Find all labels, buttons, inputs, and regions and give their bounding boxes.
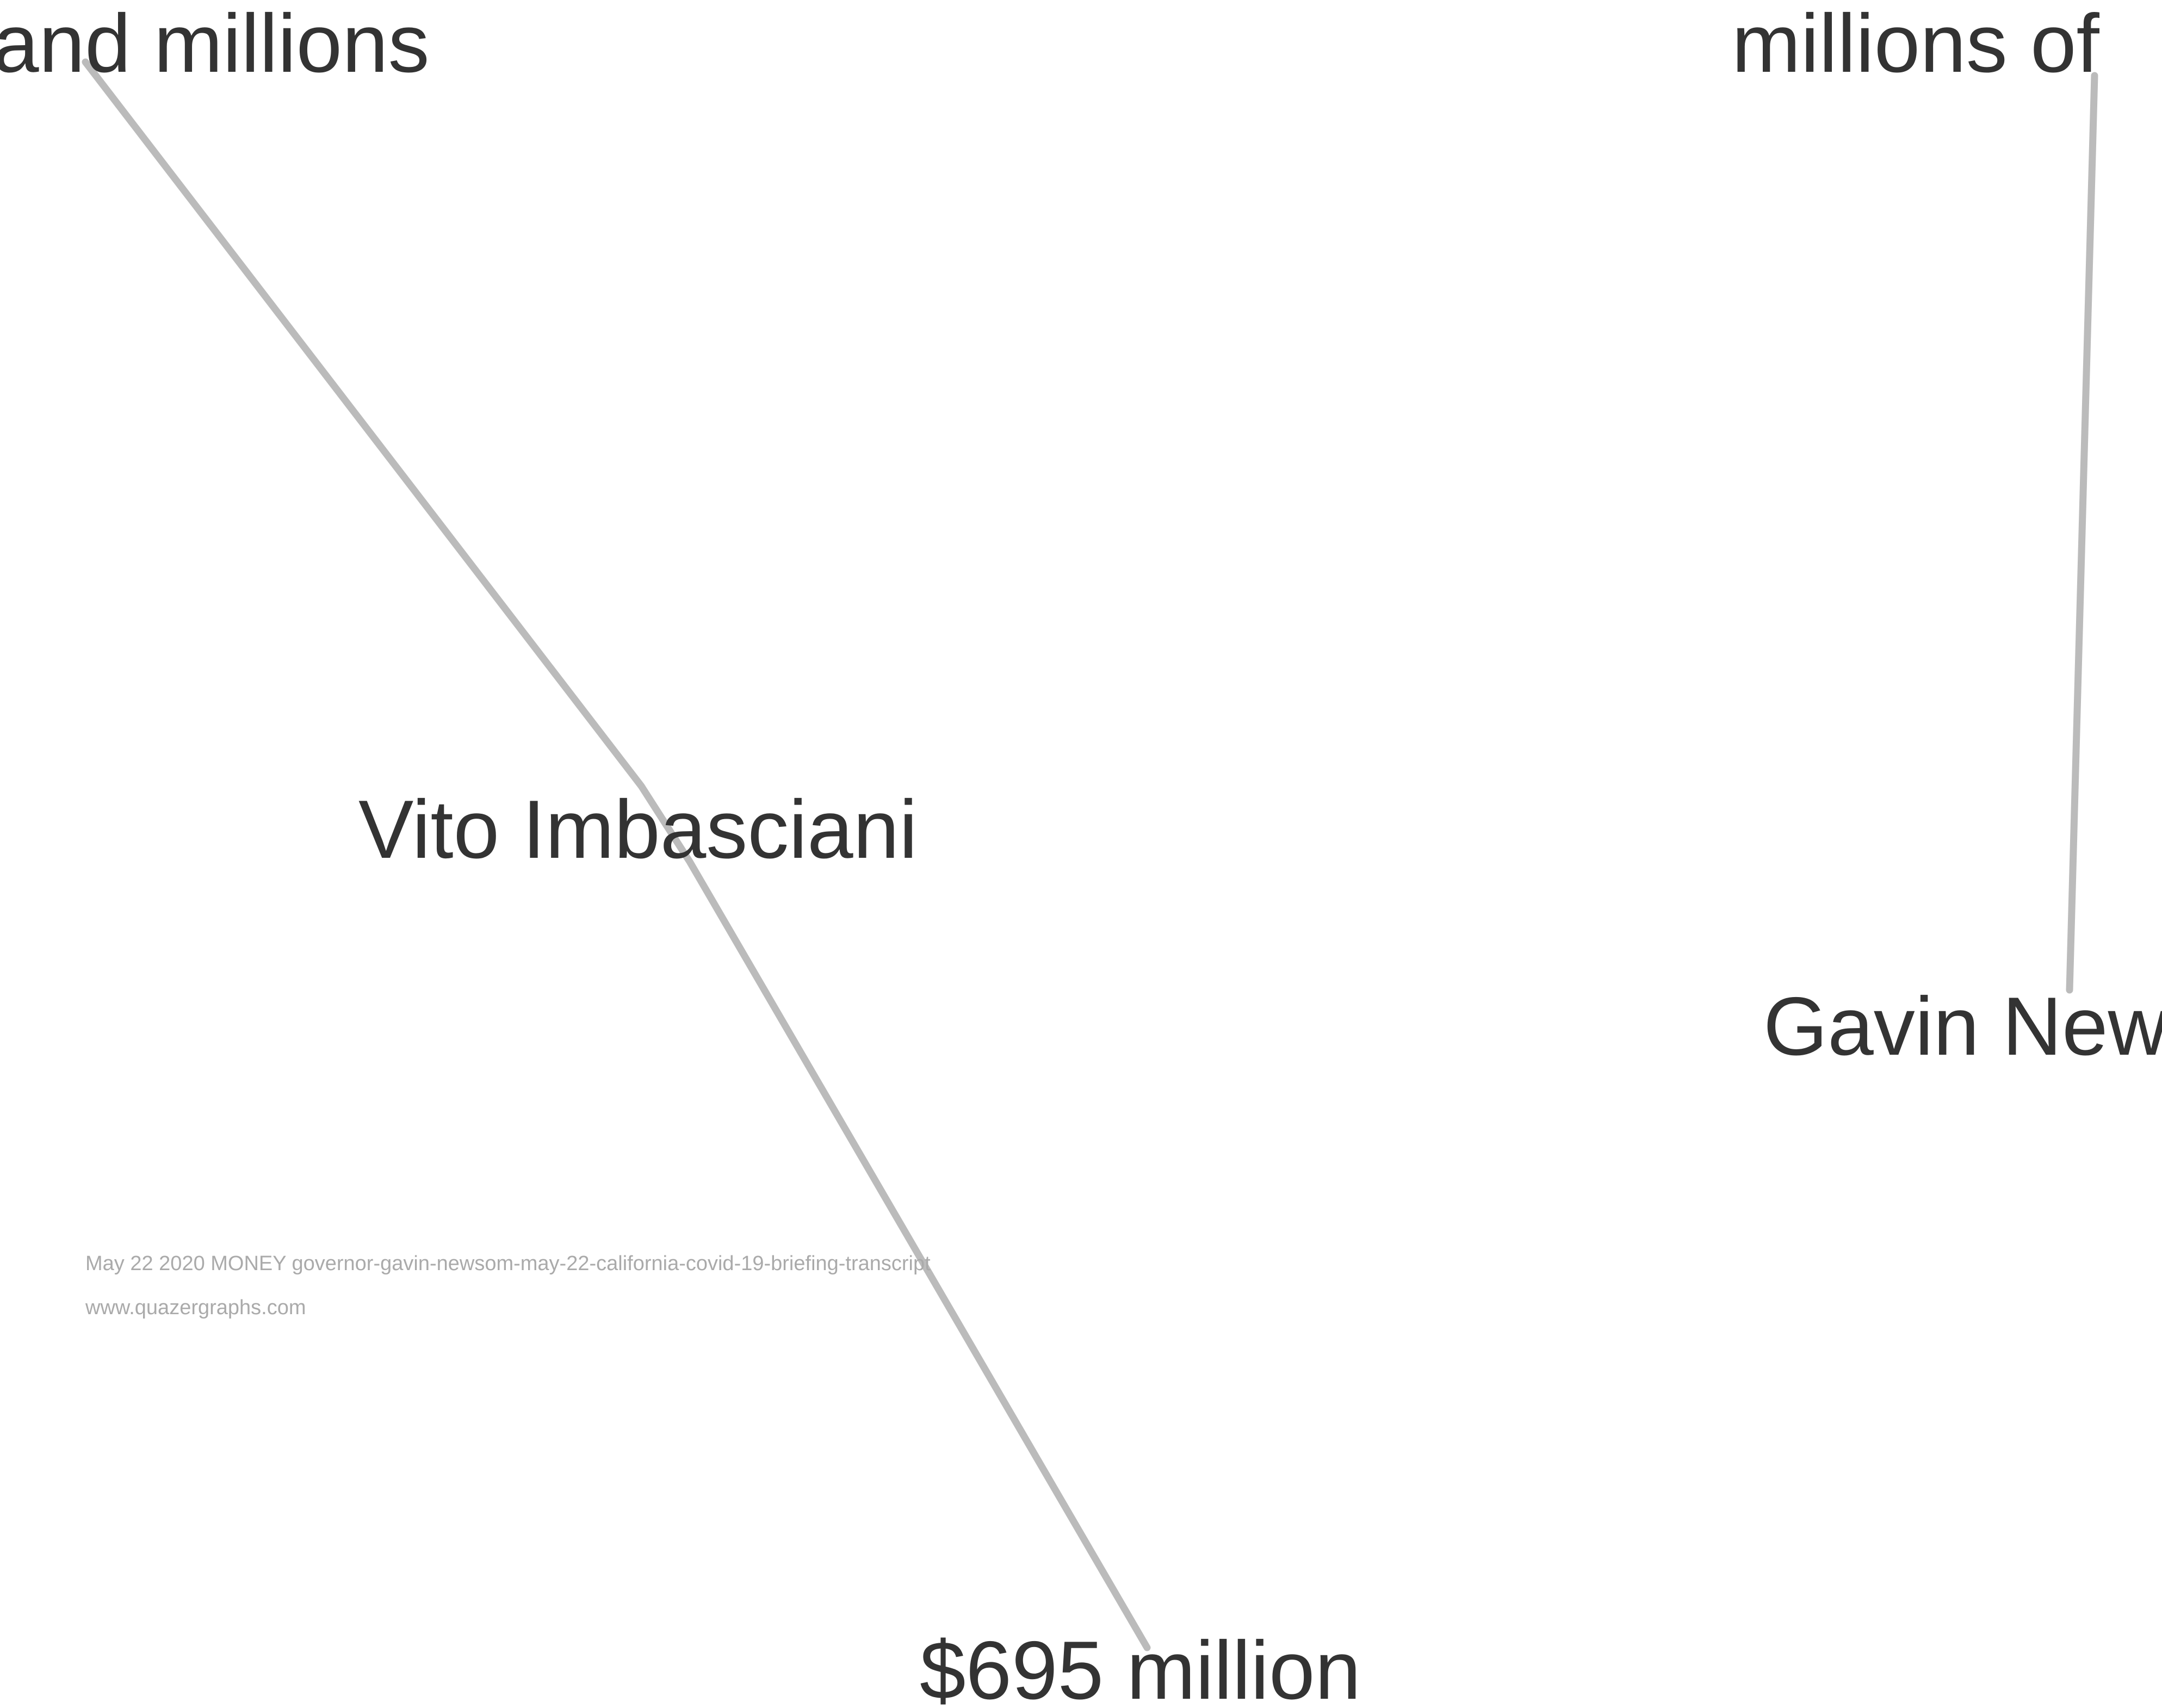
node-label: Gavin Newsom <box>1763 980 2162 1073</box>
edge <box>82 58 1151 1651</box>
node-label: $695 million <box>920 1624 1361 1708</box>
node-label: millions of <box>1732 0 2100 90</box>
footer-site: www.quazergraphs.com <box>85 1296 306 1319</box>
edge <box>2066 72 2098 994</box>
node-label: and millions <box>0 0 430 90</box>
node-label: Vito Imbasciani <box>358 783 918 876</box>
footer-source: May 22 2020 MONEY governor-gavin-newsom-… <box>85 1252 931 1275</box>
